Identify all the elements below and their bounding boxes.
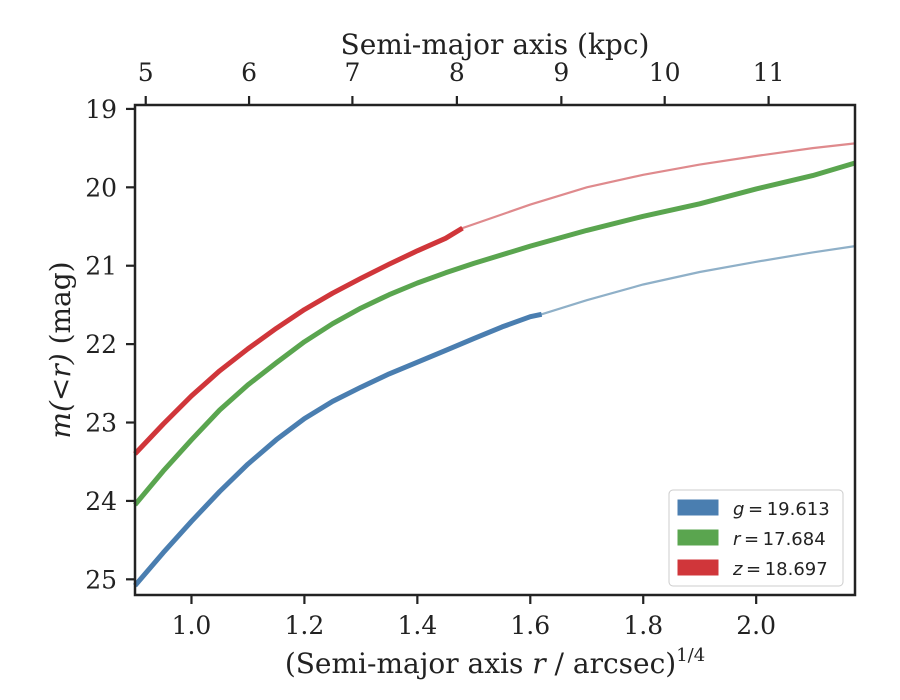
legend-items: g = 19.613 r = 17.684 z = 18.697	[677, 499, 830, 580]
series-layer	[133, 142, 856, 588]
series-line-r-extrapolated	[134, 161, 856, 506]
y-tick-label: 24	[85, 487, 117, 516]
x-tick-label: 2.0	[736, 611, 776, 640]
x-axis-label: (Semi-major axis r / arcsec)1/4	[285, 645, 705, 680]
legend-label-z: z = 18.697	[732, 559, 828, 580]
y-tick-label: 22	[85, 330, 117, 359]
series-line-r	[133, 160, 856, 507]
y-tick-label: 20	[85, 173, 117, 202]
y-tick-label: 25	[85, 565, 117, 594]
plot-frame	[133, 103, 857, 597]
legend-label-g: g = 19.613	[733, 499, 830, 520]
x-tick-label: 1.6	[510, 611, 550, 640]
y-axis-label: m(<r) (mag)	[44, 261, 77, 438]
x-tick-label: 1.2	[285, 611, 325, 640]
legend-swatch-g	[677, 499, 719, 516]
top-axis-label: Semi-major axis (kpc)	[341, 28, 650, 61]
series-line-g	[133, 311, 543, 588]
bottom-ticks: 1.0 1.2 1.4 1.6 1.8 2.0	[172, 595, 776, 640]
top-tick-label: 11	[753, 58, 785, 87]
x-axis-label-variable: r	[532, 647, 547, 680]
y-tick-label: 19	[85, 95, 117, 124]
x-axis-label-exponent: 1/4	[676, 645, 705, 666]
legend-swatch-r	[677, 529, 719, 546]
top-tick-label: 8	[449, 58, 465, 87]
x-axis-label-suffix: / arcsec)	[546, 647, 677, 680]
y-axis-label-quantity: m(<r)	[44, 353, 77, 438]
x-tick-label: 1.8	[623, 611, 663, 640]
legend: g = 19.613 r = 17.684 z = 18.697	[668, 489, 844, 587]
left-ticks: 19 20 21 22 23 24 25	[85, 95, 135, 594]
y-tick-label: 23	[85, 409, 117, 438]
top-tick-label: 5	[138, 58, 154, 87]
x-tick-label: 1.0	[172, 611, 212, 640]
top-ticks: 5 6 7 8 9 10 11	[138, 58, 785, 105]
top-tick-label: 6	[241, 58, 257, 87]
series-line-z	[133, 225, 464, 456]
top-tick-label: 10	[649, 58, 681, 87]
top-tick-label: 7	[344, 58, 360, 87]
y-axis-label-unit: (mag)	[44, 261, 77, 353]
x-tick-label: 1.4	[397, 611, 437, 640]
x-axis-label-prefix: (Semi-major axis	[285, 647, 532, 680]
legend-swatch-z	[677, 559, 719, 576]
y-tick-label: 21	[85, 252, 117, 281]
legend-label-r: r = 17.684	[733, 529, 826, 550]
top-tick-label: 9	[553, 58, 569, 87]
